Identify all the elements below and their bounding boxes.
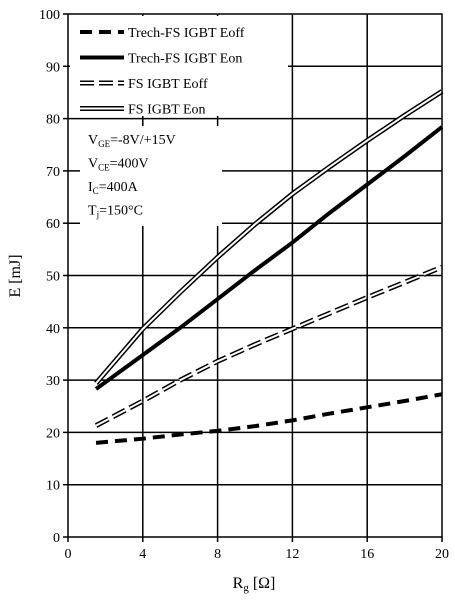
condition-value: =-8V/+15V (110, 133, 176, 148)
conditions-background (80, 126, 222, 226)
condition-line: VGE=-8V/+15V (88, 133, 176, 149)
axes (63, 13, 443, 542)
series-fs-igbt-eon (94, 89, 444, 385)
series-line (94, 125, 444, 391)
condition-symbol: T (88, 204, 97, 219)
y-tick-label: 40 (46, 322, 60, 337)
y-tick-label: 60 (46, 217, 60, 232)
series-line (94, 264, 443, 428)
condition-subscript: C (93, 186, 99, 196)
condition-symbol: V (88, 133, 98, 148)
series-group (94, 89, 444, 445)
y-tick-label: 100 (39, 8, 60, 23)
series-trech-fs-igbt-eon (94, 125, 444, 391)
condition-subscript: GE (98, 139, 110, 149)
condition-line: Tj=150°C (88, 204, 143, 220)
condition-subscript: CE (98, 163, 110, 173)
x-axis-title: Rg [Ω] (233, 575, 276, 594)
y-tick-label: 50 (46, 270, 60, 285)
series-trech-fs-igbt-eoff (95, 392, 443, 445)
x-tick-label: 20 (435, 547, 449, 562)
y-tick-label: 70 (46, 165, 60, 180)
legend: Trech-FS IGBT Eoff Trech-FS IGBT Eon FS IG… (80, 26, 245, 118)
x-tick-label: 4 (139, 547, 146, 562)
legend-item: FS IGBT Eon (80, 103, 206, 118)
y-tick-label: 10 (46, 479, 60, 494)
x-tick-label: 0 (65, 547, 72, 562)
legend-item: Trech-FS IGBT Eoff (80, 26, 245, 41)
condition-value: =400V (110, 157, 149, 172)
x-tick-label: 12 (285, 547, 299, 562)
series-line-inner (95, 266, 443, 427)
tick-labels: 0 4 8 12 16 20 0 10 20 30 40 50 60 70 80 90 100 (39, 8, 449, 562)
y-tick-label: 20 (46, 426, 60, 441)
condition-subscript: j (96, 210, 100, 220)
condition-value: =150°C (99, 204, 143, 219)
series-fs-igbt-eoff (94, 264, 443, 428)
x-tick-label: 16 (360, 547, 374, 562)
legend-label: Trech-FS IGBT Eoff (128, 26, 245, 41)
condition-symbol: V (88, 157, 98, 172)
y-axis-title: E [mJ] (7, 254, 24, 297)
condition-line: IC=400A (88, 180, 139, 196)
y-tick-label: 80 (46, 113, 60, 128)
legend-label: FS IGBT Eoff (128, 77, 208, 92)
x-axis-title-unit: [Ω] (249, 575, 276, 592)
y-tick-label: 90 (46, 60, 60, 75)
x-axis-title-sub: g (243, 582, 249, 594)
series-line-inner (95, 90, 443, 384)
y-tick-label: 30 (46, 374, 60, 389)
x-tick-label: 8 (214, 547, 221, 562)
condition-line: VCE=400V (88, 157, 149, 173)
x-axis-title-main: R (233, 575, 244, 592)
condition-symbol: I (88, 180, 93, 195)
y-tick-label: 0 (53, 531, 60, 546)
legend-item: Trech-FS IGBT Eon (80, 52, 242, 67)
condition-value: =400A (99, 180, 139, 195)
legend-label: Trech-FS IGBT Eon (128, 52, 242, 67)
legend-item: FS IGBT Eoff (80, 77, 208, 92)
series-line (95, 392, 443, 445)
legend-label: FS IGBT Eon (128, 103, 206, 118)
